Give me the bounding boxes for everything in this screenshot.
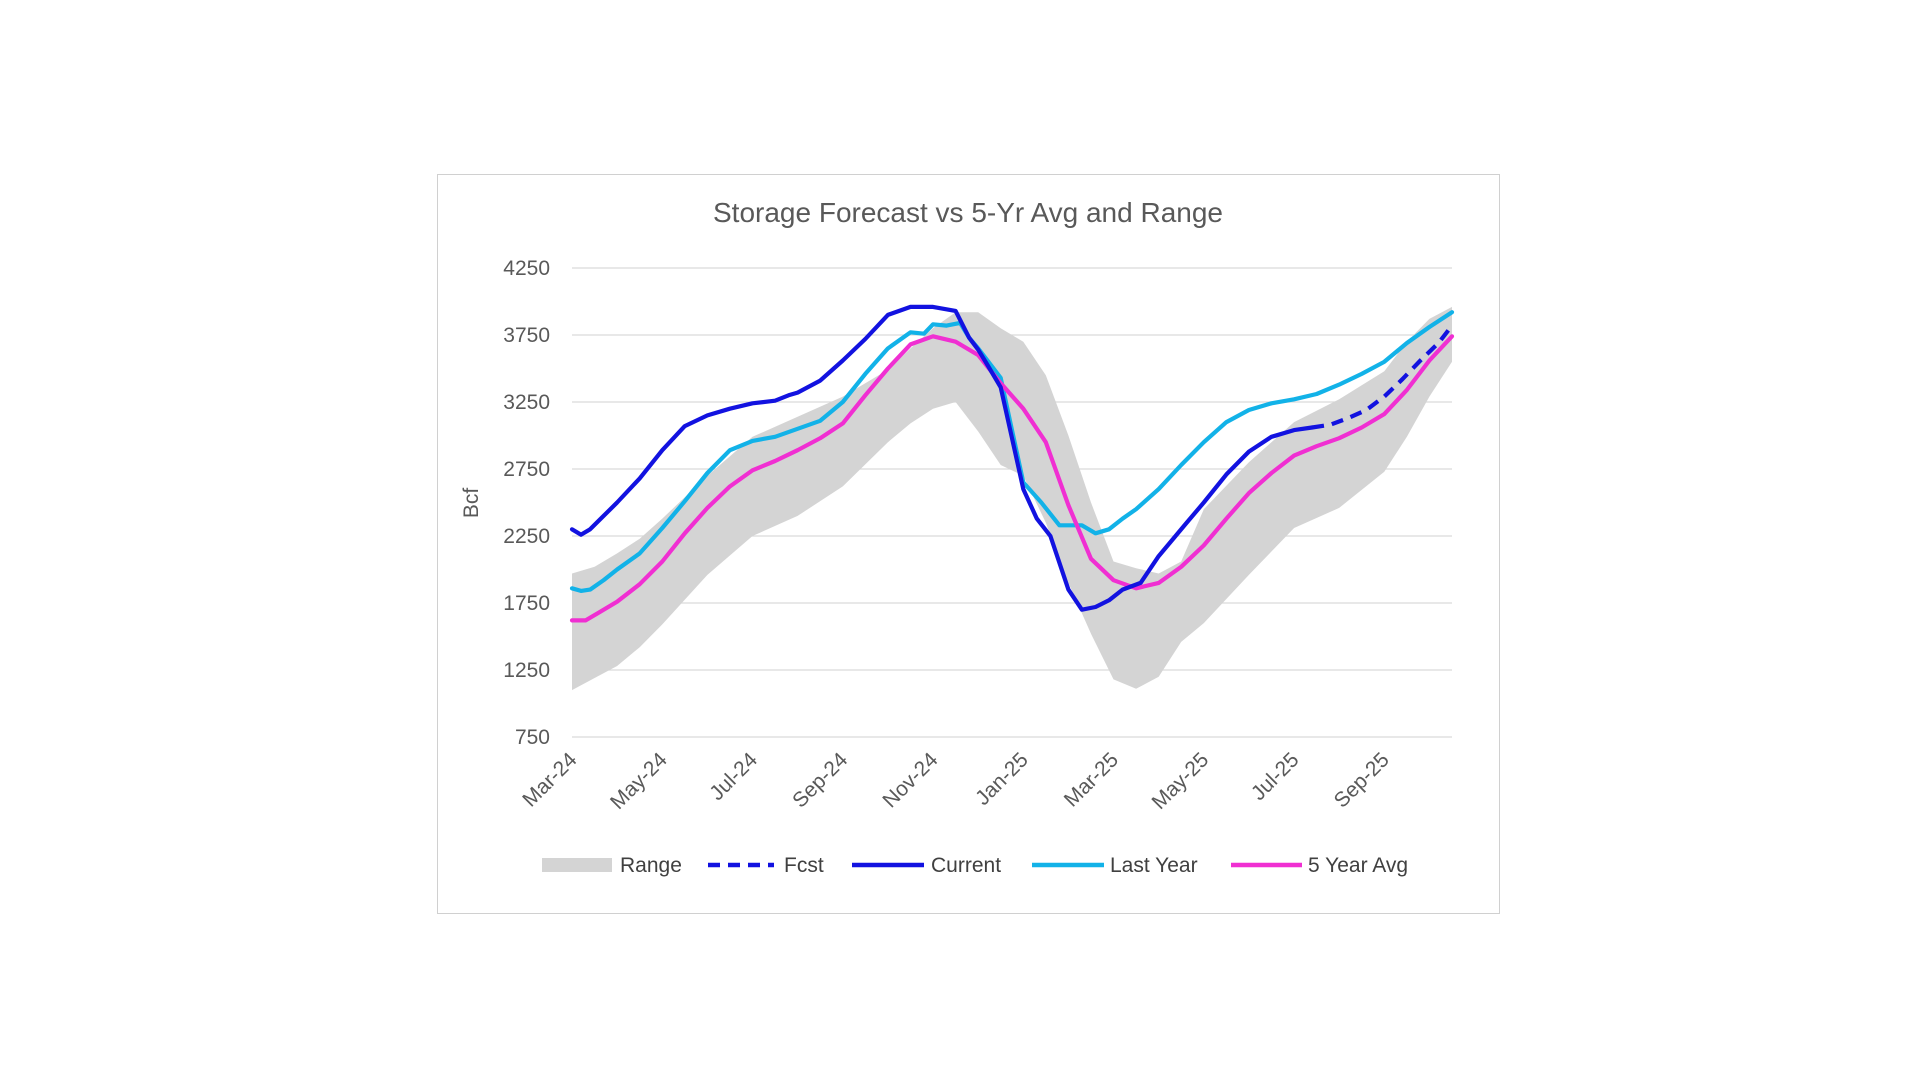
legend-label: Current (931, 854, 1001, 877)
chart-title: Storage Forecast vs 5-Yr Avg and Range (713, 197, 1223, 228)
x-axis-ticks: Mar-24 May-24 Jul-24 Sep-24 Nov-24 Jan-25 Mar-… (518, 748, 1394, 814)
y-axis-label: Bcf (460, 488, 483, 519)
x-tick-label: Jul-25 (1247, 748, 1304, 805)
legend-label: Range (620, 854, 682, 877)
plot-area (569, 304, 1455, 691)
y-tick-label: 1250 (503, 659, 550, 682)
y-tick-label: 2750 (503, 458, 550, 481)
x-tick-label: Mar-25 (1060, 748, 1123, 811)
y-tick-label: 4250 (503, 257, 550, 280)
x-tick-label: Jul-24 (705, 748, 762, 805)
legend-item-range: Range (542, 854, 682, 877)
chart-frame (437, 174, 1500, 914)
x-tick-label: Mar-24 (518, 748, 582, 812)
x-tick-label: Sep-24 (788, 748, 852, 812)
x-tick-label: Jan-25 (971, 748, 1033, 810)
y-tick-label: 1750 (503, 592, 550, 615)
y-tick-label: 3250 (503, 391, 550, 414)
legend-item-current: Current (852, 854, 1001, 877)
y-axis-ticks: 750 1250 1750 2250 2750 3250 3750 4250 (503, 257, 550, 749)
y-tick-label: 3750 (503, 324, 550, 347)
fcst-series-line (1311, 324, 1454, 430)
range-band (572, 306, 1452, 691)
y-tick-label: 750 (515, 726, 550, 749)
legend-label: Fcst (784, 854, 824, 877)
x-tick-label: May-25 (1148, 748, 1214, 814)
legend-swatch (542, 858, 612, 872)
legend-item-fcst: Fcst (708, 854, 824, 877)
y-tick-label: 2250 (503, 525, 550, 548)
x-tick-label: Nov-24 (878, 748, 942, 812)
legend-label: 5 Year Avg (1308, 854, 1408, 877)
x-tick-label: May-24 (606, 748, 672, 814)
legend-item-5-year-avg: 5 Year Avg (1231, 854, 1408, 877)
last-year-series-line (569, 310, 1455, 594)
legend: Range Fcst Current Last Year 5 Year Avg (542, 854, 1408, 877)
legend-item-last-year: Last Year (1032, 854, 1198, 877)
legend-label: Last Year (1110, 854, 1198, 877)
current-series-line (569, 304, 1315, 612)
x-tick-label: Sep-25 (1330, 748, 1394, 812)
